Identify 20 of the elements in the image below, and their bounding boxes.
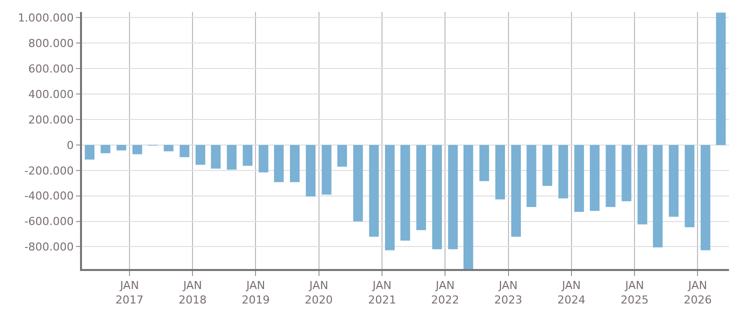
y-tick-label: -200.000 — [24, 164, 74, 178]
x-tick-label: JAN 2025 — [620, 279, 649, 306]
x-tick-label: JAN 2020 — [304, 279, 333, 306]
y-tick-label: 1.000.000 — [18, 12, 74, 25]
x-tick-label: JAN 2022 — [431, 279, 460, 306]
y-tick-label: 400.000 — [28, 88, 74, 101]
x-tick-label: JAN 2024 — [557, 279, 586, 306]
y-tick-label: -800.000 — [24, 240, 74, 254]
x-tick-label: JAN 2023 — [494, 279, 522, 306]
x-tick-label: JAN 2019 — [242, 279, 270, 306]
x-tick-label: JAN 2018 — [178, 279, 207, 306]
y-tick-label: -600.000 — [24, 215, 74, 228]
y-tick-label: -400.000 — [24, 190, 74, 203]
y-tick-label: 800.000 — [28, 37, 74, 50]
y-tick-label: 600.000 — [28, 62, 74, 76]
y-tick-label: 0 — [66, 138, 74, 152]
x-tick-label: JAN 2026 — [684, 279, 712, 306]
x-tick-label: JAN 2017 — [116, 279, 144, 306]
x-tick-label: JAN 2021 — [368, 279, 396, 306]
y-tick-label: 200.000 — [28, 113, 74, 126]
